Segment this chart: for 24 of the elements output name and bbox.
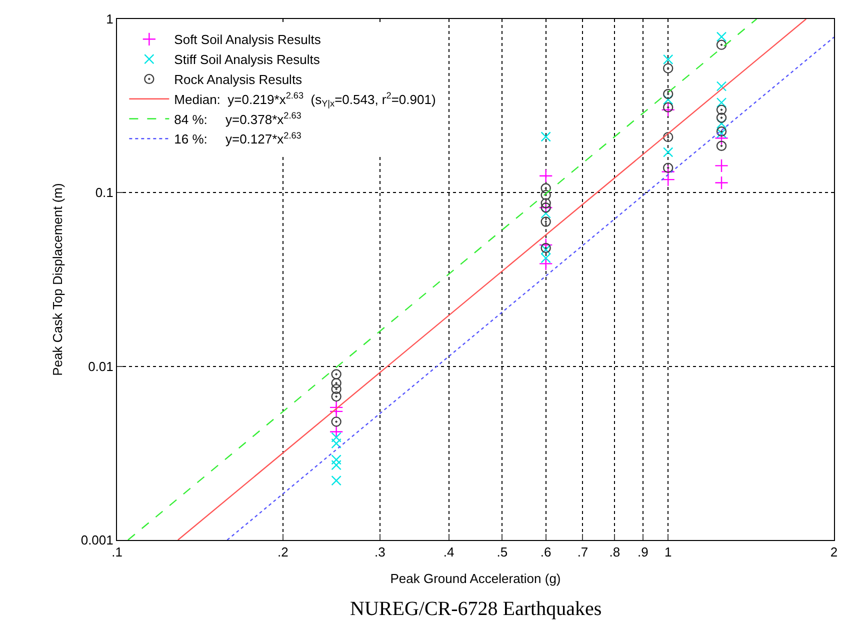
x-tick-label: 1: [664, 544, 672, 560]
x-tick-label: .7: [577, 544, 588, 560]
x-tick-label: .5: [496, 544, 508, 560]
legend-label: Rock Analysis Results: [174, 72, 303, 88]
x-tick-label: 2: [830, 544, 838, 560]
x-axis-title: Peak Ground Acceleration (g): [390, 571, 561, 586]
y-axis-title: Peak Cask Top Displacement (m): [50, 183, 65, 376]
legend-label: 84 %: y=0.378*x$^{2.63}$: [174, 110, 302, 127]
x-tick-label: .8: [609, 544, 620, 560]
x-tick-label: .1: [112, 544, 122, 560]
x-tick-label: .6: [540, 544, 552, 560]
legend-label: 16 %: y=0.127*x$^{2.63}$: [174, 130, 302, 147]
y-tick-label: 0.1: [95, 185, 114, 200]
legend-label: Soft Soil Analysis Results: [174, 32, 322, 48]
legend-label: Stiff Soil Analysis Results: [174, 52, 320, 68]
y-tick-label: 0.001: [80, 532, 114, 548]
y-tick-label: 1: [106, 12, 114, 27]
legend-label: Median: y=0.219*x$^{2.63}$ (s$_{Y|x}$=0.543, r$^{2}$=0.901): [174, 90, 436, 109]
x-tick-label: .2: [277, 544, 288, 560]
text: NUREG/CR-6728 Earthquakes: [350, 598, 602, 620]
x-tick-label: .9: [637, 544, 648, 560]
y-tick-label: 0.01: [88, 358, 114, 374]
x-tick-label: .3: [374, 544, 386, 560]
x-tick-label: .4: [443, 544, 454, 560]
